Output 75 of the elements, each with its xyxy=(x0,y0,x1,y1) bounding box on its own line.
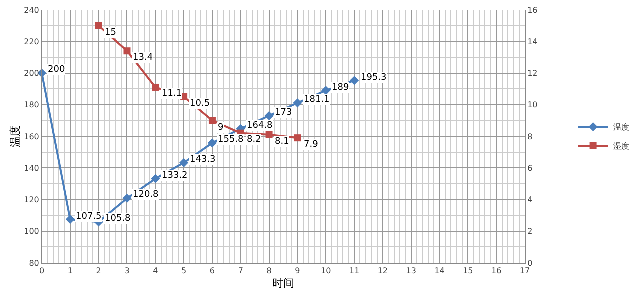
data-label: 7.9 xyxy=(304,140,319,150)
data-label: 195.3 xyxy=(361,73,387,83)
x-tick-label: 15 xyxy=(463,266,474,276)
y2-tick-label: 10 xyxy=(528,100,538,110)
y-tick-label: 100 xyxy=(24,227,40,236)
data-label: 143.3 xyxy=(190,155,216,165)
point xyxy=(264,111,274,120)
x-tick-label: 17 xyxy=(520,266,530,276)
data-label: 10.5 xyxy=(190,99,210,109)
y-tick-label: 220 xyxy=(24,37,40,46)
data-label: 105.8 xyxy=(105,214,132,224)
data-label: 107.5 xyxy=(76,212,102,222)
data-label: 155.8 xyxy=(218,135,244,145)
x-tick-label: 0 xyxy=(39,266,45,276)
data-label: 8.1 xyxy=(275,137,290,147)
data-label: 15 xyxy=(105,28,116,38)
x-tick-label: 7 xyxy=(238,266,244,276)
point xyxy=(124,48,131,55)
x-tick-label: 9 xyxy=(295,266,300,276)
point xyxy=(66,214,75,224)
data-label: 173 xyxy=(275,108,292,118)
point xyxy=(151,174,160,184)
data-label: 189 xyxy=(332,83,350,93)
data-label: 181.1 xyxy=(304,95,330,105)
x-tick-label: 11 xyxy=(349,266,360,276)
legend-label: 湿度 xyxy=(613,142,630,152)
y2-tick-label: 12 xyxy=(528,69,538,78)
y-tick-label: 160 xyxy=(24,132,40,142)
point xyxy=(208,138,218,148)
x-tick-label: 2 xyxy=(96,266,102,276)
y2-tick-label: 14 xyxy=(528,37,538,46)
y2-tick-label: 0 xyxy=(528,258,533,268)
x-tick-label: 14 xyxy=(434,266,445,276)
x-tick-label: 8 xyxy=(266,266,272,276)
x-tick-label: 3 xyxy=(124,266,130,276)
point xyxy=(266,131,273,138)
data-label: 8.2 xyxy=(247,135,262,145)
y-tick-label: 120 xyxy=(24,196,40,205)
data-label: 200 xyxy=(48,65,66,75)
data-label: 120.8 xyxy=(133,190,160,200)
data-label: 11.1 xyxy=(162,89,182,99)
point xyxy=(208,117,216,124)
y-axis-title: 温度 xyxy=(8,126,22,148)
point xyxy=(350,76,360,86)
x-tick-label: 4 xyxy=(153,266,158,276)
data-label: 13.4 xyxy=(133,53,154,63)
x-tick-label: 16 xyxy=(491,266,502,276)
y-tick-label: 140 xyxy=(24,164,40,173)
y-tick-label: 180 xyxy=(24,100,40,110)
x-tick-label: 6 xyxy=(210,266,216,276)
point xyxy=(322,86,331,96)
point xyxy=(293,98,302,108)
x-axis-title: 时间 xyxy=(272,276,294,290)
y-tick-label: 80 xyxy=(29,258,40,268)
data-label: 164.8 xyxy=(247,121,274,131)
y2-tick-label: 6 xyxy=(528,164,533,173)
x-tick-label: 1 xyxy=(68,266,73,276)
y2-tick-label: 16 xyxy=(528,6,538,15)
point xyxy=(180,158,189,168)
x-tick-label: 10 xyxy=(321,266,332,276)
y-tick-label: 240 xyxy=(24,6,40,15)
y2-tick-label: 2 xyxy=(528,227,533,236)
x-tick-label: 13 xyxy=(406,266,416,276)
point xyxy=(294,134,302,142)
x-tick-label: 5 xyxy=(182,266,187,276)
y2-tick-label: 4 xyxy=(528,196,533,205)
y2-tick-label: 8 xyxy=(528,132,533,142)
data-label: 133.2 xyxy=(162,171,188,181)
point xyxy=(122,194,132,204)
data-label: 9 xyxy=(218,123,224,133)
x-tick-label: 12 xyxy=(378,266,388,276)
y-tick-label: 200 xyxy=(24,69,40,78)
point xyxy=(95,22,102,30)
legend-label: 温度 xyxy=(613,123,630,132)
point xyxy=(152,84,160,91)
